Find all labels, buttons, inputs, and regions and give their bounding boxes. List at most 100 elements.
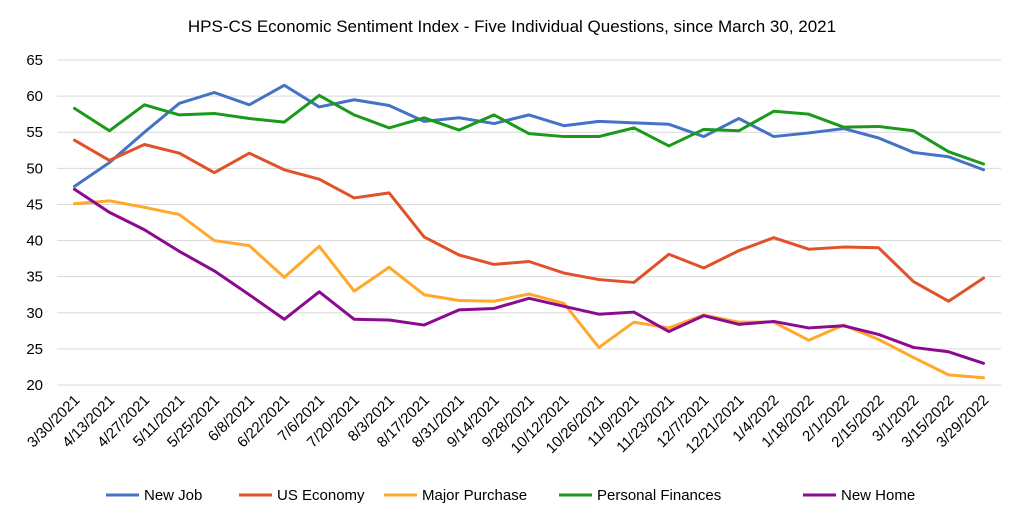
data-point	[562, 135, 566, 138]
data-point	[178, 151, 181, 155]
data-point	[143, 103, 146, 106]
data-point	[283, 168, 286, 171]
data-point	[457, 116, 461, 119]
data-point	[283, 318, 286, 321]
data-point	[737, 323, 740, 326]
data-point	[457, 128, 461, 132]
data-point	[318, 94, 321, 97]
data-point	[527, 297, 531, 300]
data-point	[667, 330, 671, 333]
series-new-job	[72, 83, 986, 188]
x-axis-ticks: 3/30/20214/13/20214/27/20215/11/20215/25…	[24, 392, 992, 457]
data-point	[213, 269, 216, 273]
data-point	[178, 113, 181, 117]
data-point	[352, 196, 356, 200]
data-point	[492, 300, 496, 303]
data-point	[527, 292, 531, 296]
data-point	[912, 151, 915, 154]
data-point	[632, 121, 636, 125]
data-point	[667, 326, 671, 330]
data-point	[912, 356, 915, 359]
legend-label: Major Purchase	[422, 487, 527, 504]
series-personal-finances	[72, 93, 986, 166]
y-tick-label: 55	[26, 124, 43, 141]
y-tick-label: 30	[26, 305, 43, 322]
series-line	[72, 199, 986, 380]
data-point	[807, 339, 810, 342]
data-point	[842, 125, 845, 129]
data-point	[912, 280, 915, 283]
data-point	[947, 150, 950, 153]
data-point	[772, 236, 775, 239]
data-point	[387, 191, 391, 195]
grid	[57, 59, 1001, 386]
legend-label: New Job	[144, 487, 202, 504]
data-point	[667, 144, 671, 148]
data-point	[947, 373, 950, 377]
y-tick-label: 45	[26, 196, 43, 213]
series-major-purchase	[72, 199, 986, 380]
data-point	[562, 302, 566, 305]
y-tick-label: 35	[26, 269, 43, 286]
data-point	[108, 129, 111, 132]
data-point	[632, 310, 636, 314]
data-point	[562, 271, 566, 275]
data-point	[807, 112, 810, 116]
data-point	[213, 91, 216, 94]
data-point	[807, 248, 810, 251]
data-point	[772, 110, 775, 113]
y-tick-label: 25	[26, 341, 43, 358]
data-point	[702, 266, 706, 270]
data-point	[772, 135, 775, 138]
data-point	[597, 346, 601, 349]
data-point	[527, 132, 531, 135]
data-point	[632, 126, 636, 130]
data-point	[877, 338, 880, 341]
legend: New Job US Economy Major Purchase Personal …	[106, 487, 915, 504]
data-point	[842, 324, 845, 327]
data-point	[877, 333, 880, 336]
data-point	[807, 326, 810, 330]
data-point	[73, 185, 76, 188]
data-point	[143, 228, 146, 231]
data-point	[178, 250, 181, 253]
data-point	[492, 122, 496, 125]
data-point	[73, 107, 76, 110]
data-point	[248, 151, 251, 155]
data-point	[877, 246, 880, 249]
data-point	[387, 104, 391, 107]
data-point	[143, 143, 146, 146]
data-point	[492, 307, 496, 310]
data-point	[283, 84, 286, 87]
data-point	[108, 161, 111, 164]
data-point	[702, 128, 706, 131]
data-point	[143, 206, 146, 209]
y-tick-label: 20	[26, 377, 43, 394]
data-point	[632, 281, 636, 284]
data-point	[283, 276, 286, 279]
data-point	[387, 318, 391, 322]
data-point	[352, 289, 356, 293]
data-point	[842, 245, 845, 249]
data-point	[318, 290, 321, 294]
data-point	[248, 103, 251, 106]
data-point	[597, 120, 601, 123]
data-point	[213, 239, 216, 242]
data-point	[632, 320, 636, 324]
data-point	[457, 308, 461, 312]
data-point	[877, 136, 880, 140]
data-point	[597, 135, 601, 138]
data-point	[702, 314, 706, 317]
series-new-home	[72, 187, 986, 365]
data-point	[213, 112, 216, 115]
legend-label: Personal Finances	[597, 487, 721, 504]
data-point	[807, 131, 810, 135]
data-point	[283, 120, 286, 124]
data-point	[982, 168, 985, 171]
data-point	[387, 126, 391, 130]
data-point	[597, 278, 601, 281]
data-point	[492, 113, 496, 117]
data-point	[108, 211, 111, 214]
data-point	[422, 293, 426, 296]
y-tick-label: 40	[26, 233, 43, 250]
